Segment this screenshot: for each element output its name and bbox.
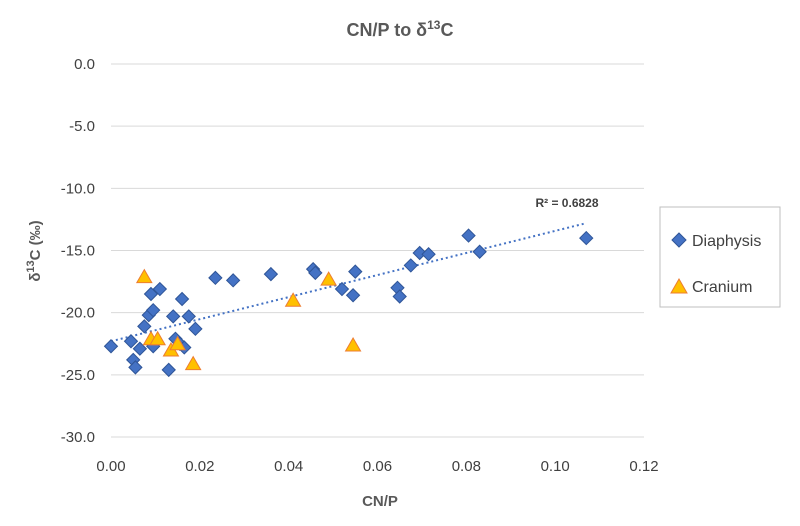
x-tick-label: 0.00 bbox=[96, 458, 125, 475]
y-axis-title: δ13C (‰) bbox=[25, 220, 44, 281]
y-tick-label: -20.0 bbox=[61, 305, 95, 322]
chart-title-tail: C bbox=[440, 20, 453, 40]
cranium-point bbox=[135, 268, 153, 284]
diaphysis-point bbox=[334, 281, 350, 297]
y-axis-title-sup: 13 bbox=[25, 260, 37, 272]
x-tick-label: 0.04 bbox=[274, 458, 303, 475]
diaphysis-point bbox=[208, 270, 223, 286]
x-axis-title: CN/P bbox=[362, 493, 398, 510]
cranium-point bbox=[284, 292, 302, 307]
diaphysis-point bbox=[348, 264, 363, 279]
x-axis-ticks: 0.00 0.02 0.04 0.06 0.08 0.10 0.12 bbox=[96, 458, 658, 475]
x-tick-label: 0.08 bbox=[452, 458, 481, 475]
diaphysis-point bbox=[412, 245, 427, 261]
r-squared-label: R² = 0.6828 bbox=[535, 196, 598, 210]
y-tick-label: -30.0 bbox=[61, 429, 95, 446]
chart-title: CN/P to δ13C bbox=[347, 18, 454, 40]
y-tick-label: -25.0 bbox=[61, 367, 95, 384]
legend-cranium-marker bbox=[670, 277, 688, 294]
y-axis-ticks: 0.0 -5.0 -10.0 -15.0 -20.0 -25.0 -30.0 bbox=[61, 56, 95, 446]
diaphysis-point bbox=[579, 230, 594, 246]
diaphysis-point bbox=[174, 291, 190, 307]
y-tick-label: 0.0 bbox=[74, 56, 95, 73]
diaphysis-point bbox=[103, 339, 119, 354]
diaphysis-point bbox=[152, 281, 168, 297]
diaphysis-point bbox=[145, 302, 161, 318]
y-tick-label: -5.0 bbox=[69, 118, 95, 135]
diaphysis-point bbox=[181, 309, 196, 324]
cranium-point bbox=[320, 271, 338, 286]
y-axis-title-main: δ bbox=[27, 273, 44, 282]
cranium-point bbox=[169, 335, 186, 351]
trendline bbox=[110, 222, 587, 343]
data-points bbox=[103, 228, 594, 378]
diaphysis-point bbox=[225, 273, 241, 288]
legend-cranium-label: Cranium bbox=[692, 279, 752, 296]
chart-title-main: CN/P to δ bbox=[347, 20, 428, 40]
trendline-layer bbox=[110, 222, 587, 343]
diaphysis-point bbox=[132, 341, 148, 356]
y-tick-label: -10.0 bbox=[61, 180, 95, 197]
diaphysis-point bbox=[123, 334, 139, 349]
diaphysis-point bbox=[165, 309, 181, 324]
y-axis-title-tail: C (‰) bbox=[27, 220, 44, 260]
legend-diaphysis-label: Diaphysis bbox=[692, 233, 761, 250]
gridlines bbox=[111, 63, 644, 438]
cranium-point bbox=[184, 355, 202, 371]
diaphysis-point bbox=[421, 247, 436, 262]
diaphysis-point bbox=[472, 244, 487, 259]
cranium-point bbox=[344, 336, 362, 352]
chart-title-sup: 13 bbox=[427, 18, 441, 32]
x-tick-label: 0.06 bbox=[363, 458, 392, 475]
diaphysis-point bbox=[161, 362, 176, 378]
diaphysis-point bbox=[128, 360, 143, 375]
x-tick-label: 0.10 bbox=[541, 458, 570, 475]
x-tick-label: 0.12 bbox=[629, 458, 658, 475]
diaphysis-point bbox=[308, 265, 323, 281]
cranium-point bbox=[149, 330, 167, 346]
y-tick-label: -15.0 bbox=[61, 243, 95, 260]
diaphysis-point bbox=[403, 258, 419, 273]
diaphysis-point bbox=[143, 286, 159, 302]
diaphysis-point bbox=[263, 266, 279, 282]
x-tick-label: 0.02 bbox=[185, 458, 214, 475]
legend-diaphysis-marker bbox=[671, 232, 687, 248]
diaphysis-point bbox=[188, 321, 203, 337]
diaphysis-point bbox=[137, 319, 152, 334]
legend: Diaphysis Cranium bbox=[659, 206, 781, 308]
diaphysis-point bbox=[345, 288, 361, 303]
diaphysis-point bbox=[461, 228, 476, 243]
diaphysis-point bbox=[392, 289, 407, 304]
